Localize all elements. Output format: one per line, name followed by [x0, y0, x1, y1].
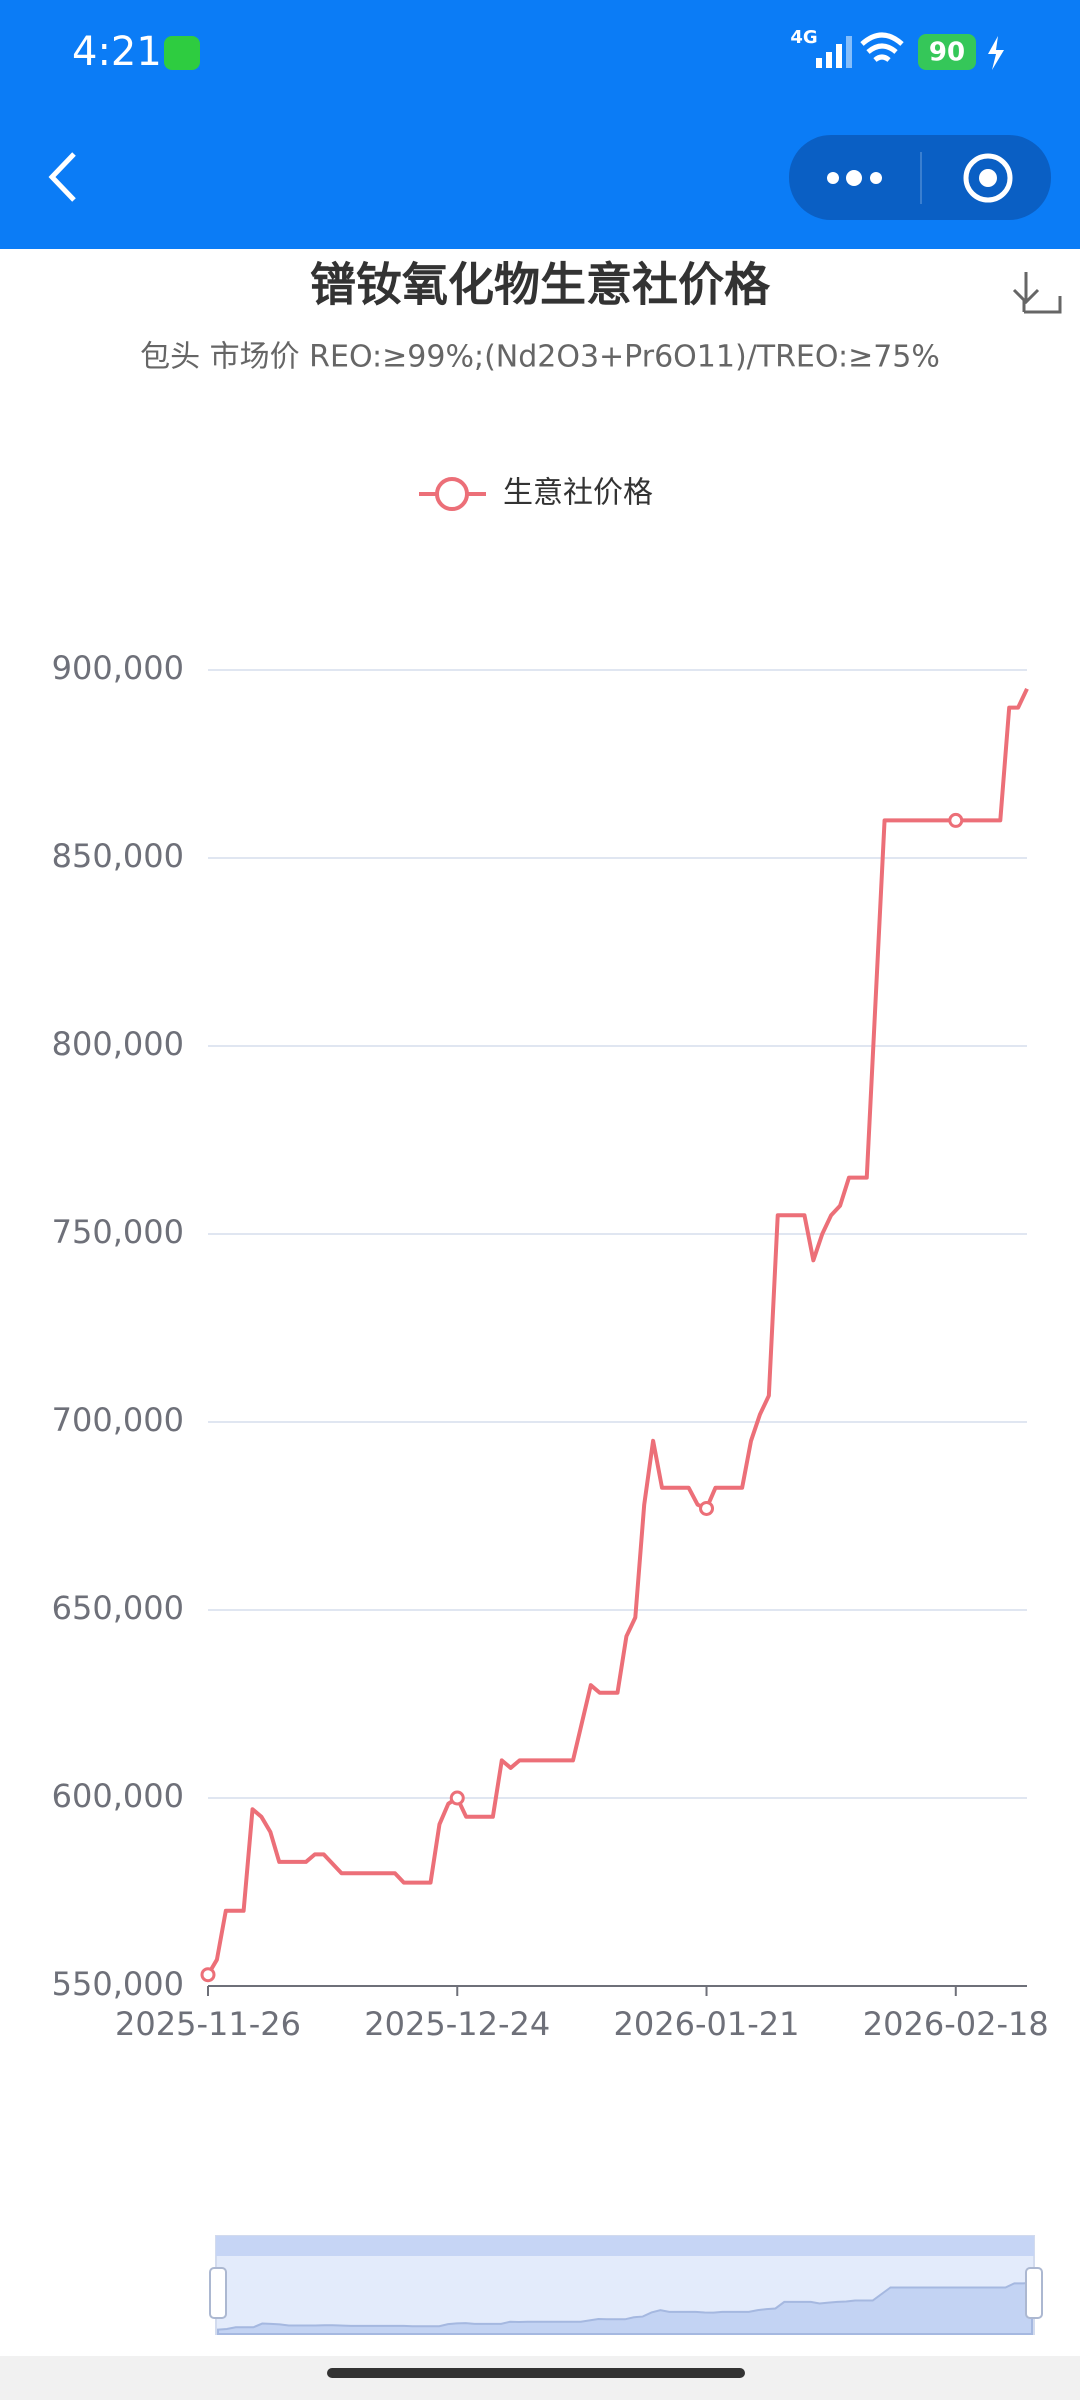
- x-tick-label: 2026-02-18: [863, 2005, 1049, 2043]
- status-time: 4:21: [72, 29, 162, 75]
- y-tick-label: 650,000: [52, 1589, 184, 1627]
- point-marker: [699, 1500, 715, 1516]
- x-tick-label: 2025-12-24: [364, 2005, 550, 2043]
- charging-icon: [988, 36, 1004, 70]
- x-tick-label: 2026-01-21: [614, 2005, 800, 2043]
- point-marker: [200, 1967, 216, 1983]
- battery-icon: [918, 34, 976, 70]
- zoom-area: [217, 2281, 1033, 2335]
- y-tick-label: 750,000: [52, 1213, 184, 1251]
- y-tick-label: 900,000: [52, 649, 184, 687]
- zoom-handle-bar: [216, 2236, 1034, 2256]
- plot: 550,000 600,000 650,000 700,000 750,000 800,0…: [52, 476, 1049, 2335]
- series-line: [206, 687, 1029, 1976]
- close-button[interactable]: [963, 153, 1013, 203]
- home-indicator: [327, 2368, 745, 2378]
- network-label: 4G: [790, 27, 817, 48]
- chart-subtitle: 包头 市场价 REO:≥99%;(Nd2O3+Pr6O11)/TREO:≥75%: [140, 340, 940, 375]
- battery-level: 90: [929, 38, 965, 68]
- zoom-handle-right: [1025, 2267, 1043, 2319]
- legend-label: 生意社价格: [503, 476, 653, 511]
- x-tick-label: 2025-11-26: [115, 2005, 301, 2043]
- y-tick-label: 800,000: [52, 1025, 184, 1063]
- wifi-icon: [860, 32, 904, 62]
- y-tick-label: 550,000: [52, 1965, 184, 2003]
- back-button[interactable]: [48, 152, 76, 202]
- y-tick-label: 850,000: [52, 837, 184, 875]
- signal-icon: [816, 36, 852, 68]
- point-marker: [948, 812, 964, 828]
- zoom-handle-left: [209, 2267, 227, 2319]
- point-marker: [449, 1790, 465, 1806]
- message-icon: [164, 36, 200, 70]
- chart-title: 镨钕氧化物生意社价格: [310, 258, 771, 312]
- y-tick-label: 700,000: [52, 1401, 184, 1439]
- y-tick-label: 600,000: [52, 1777, 184, 1815]
- download-button[interactable]: [1012, 272, 1062, 314]
- legend-marker: [435, 477, 469, 511]
- more-button[interactable]: [827, 170, 882, 186]
